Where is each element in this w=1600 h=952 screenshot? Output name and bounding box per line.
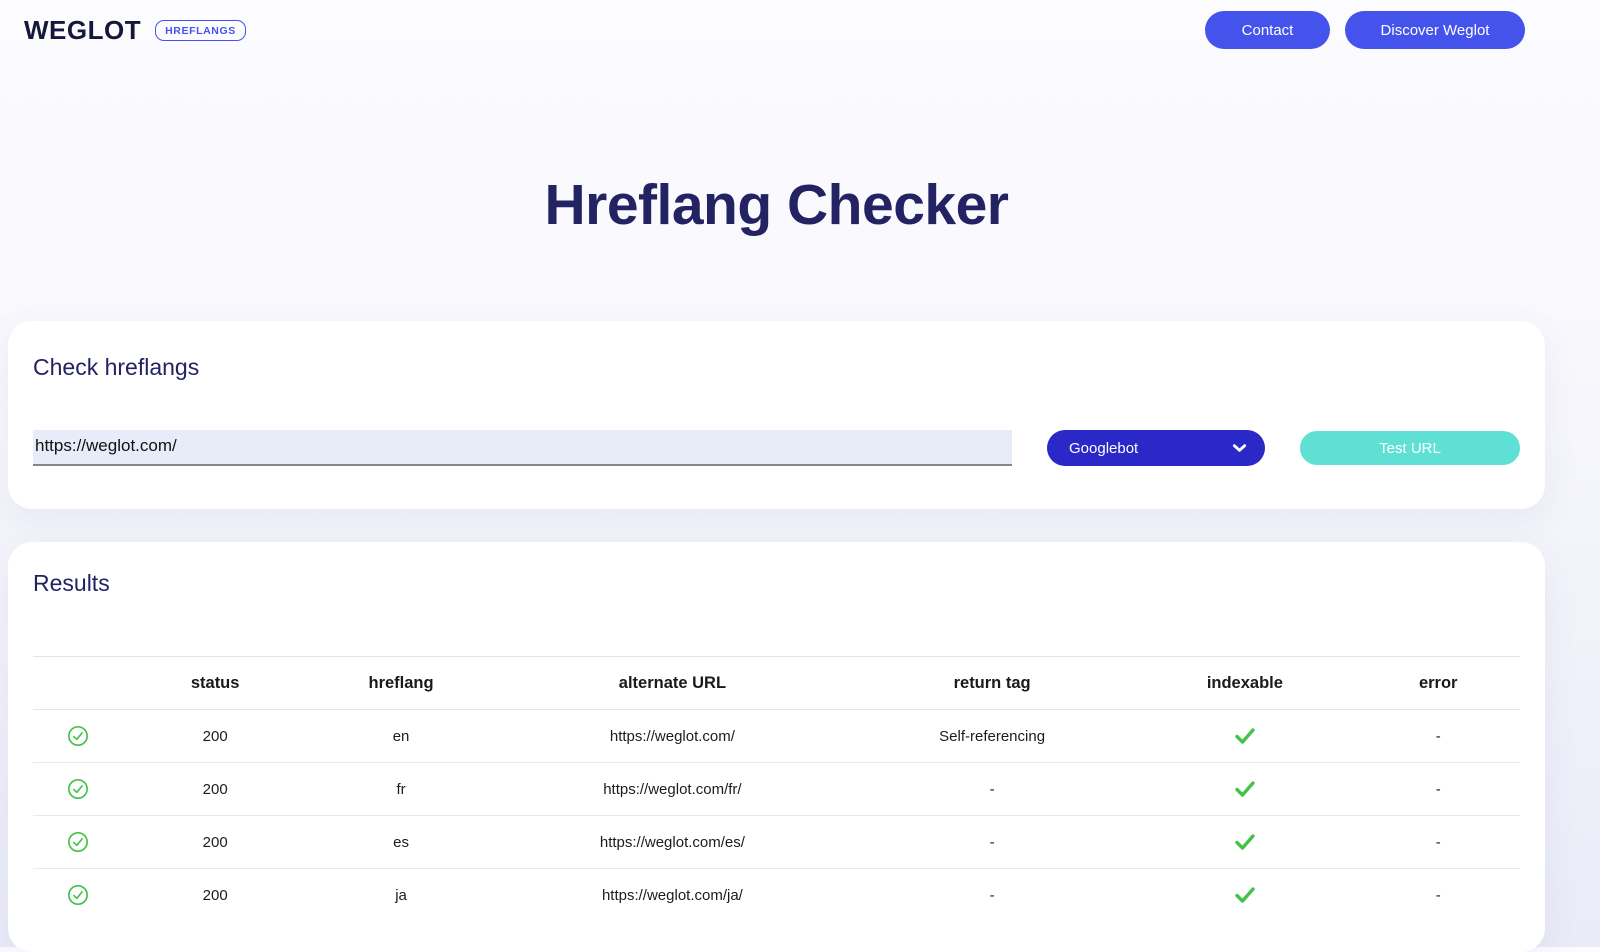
column-header-icon — [33, 656, 123, 710]
hreflang-cell: ja — [395, 886, 407, 904]
column-header-alternate-url: alternate URL — [493, 656, 851, 710]
user-agent-selected-value: Googlebot — [1069, 439, 1139, 457]
status-cell: 200 — [122, 762, 309, 816]
brand: WEGLOT HREFLANGS — [24, 15, 246, 46]
hreflang-cell: es — [308, 815, 494, 869]
column-header-return-tag: return tag — [850, 656, 1134, 710]
alternate-url-cell: https://weglot.com/es/ — [493, 815, 851, 869]
check-hreflangs-heading: Check hreflangs — [33, 354, 200, 380]
status-ok-circle-icon — [33, 709, 123, 763]
error-cell: - — [1356, 815, 1520, 869]
header-nav: Contact Discover Weglot — [1205, 11, 1525, 49]
results-header-row: status hreflang alternate URL return tag… — [33, 656, 1520, 710]
check-form: Googlebot Test URL — [33, 430, 1520, 466]
url-input[interactable] — [33, 430, 1012, 466]
alternate-url-cell: https://weglot.com/ja/ — [601, 886, 743, 904]
indexable-check-icon — [1133, 815, 1357, 869]
indexable-check-icon — [1133, 869, 1356, 922]
alternate-url-cell: https://weglot.com/fr/ — [493, 762, 851, 816]
indexable-check-icon — [1133, 709, 1357, 763]
table-row: 200 en https://weglot.com/ Self-referenc… — [33, 709, 1520, 763]
table-row: 200 ja https://weglot.com/ja/ - - — [33, 869, 1520, 922]
column-header-hreflang: hreflang — [308, 656, 494, 710]
weglot-logo: WEGLOT — [24, 14, 142, 45]
test-url-button[interactable]: Test URL — [1300, 431, 1520, 465]
status-cell: 200 — [122, 815, 309, 869]
contact-button[interactable]: Contact — [1205, 11, 1330, 49]
hreflang-cell: fr — [308, 762, 494, 816]
results-heading: Results — [33, 570, 110, 596]
table-row: 200 fr https://weglot.com/fr/ - - — [33, 762, 1520, 816]
alternate-url-cell: https://weglot.com/ — [493, 709, 851, 763]
user-agent-select[interactable]: Googlebot — [1047, 430, 1265, 466]
results-card: Results status hreflang alternate URL re… — [8, 542, 1545, 952]
hreflang-cell: en — [308, 709, 494, 763]
status-cell: 200 — [122, 709, 309, 763]
hreflangs-badge: HREFLANGS — [155, 19, 246, 41]
status-ok-circle-icon — [33, 869, 122, 922]
table-row: 200 es https://weglot.com/es/ - - — [33, 815, 1520, 869]
main-content: Hreflang Checker Check hreflangs Googleb… — [8, 172, 1545, 952]
error-cell: - — [1356, 709, 1520, 763]
return-tag-cell: - — [850, 815, 1134, 869]
top-bar: WEGLOT HREFLANGS Contact Discover Weglot — [0, 0, 1600, 60]
error-cell: - — [1435, 886, 1441, 904]
results-table: status hreflang alternate URL return tag… — [33, 656, 1520, 922]
column-header-error: error — [1356, 656, 1520, 710]
return-tag-cell: Self-referencing — [850, 709, 1134, 763]
chevron-down-icon — [1232, 440, 1247, 457]
error-cell: - — [1356, 762, 1520, 816]
discover-weglot-button[interactable]: Discover Weglot — [1345, 11, 1525, 49]
return-tag-cell: - — [989, 886, 995, 904]
status-ok-circle-icon — [33, 762, 123, 816]
page-title: Hreflang Checker — [544, 173, 1009, 237]
return-tag-cell: - — [850, 762, 1134, 816]
indexable-check-icon — [1133, 762, 1357, 816]
column-header-indexable: indexable — [1133, 656, 1357, 710]
check-hreflangs-card: Check hreflangs Googlebot Test URL — [8, 321, 1545, 509]
status-ok-circle-icon — [33, 815, 123, 869]
results-table-wrap: status hreflang alternate URL return tag… — [33, 656, 1520, 922]
column-header-status: status — [122, 656, 309, 710]
status-cell: 200 — [202, 886, 228, 904]
